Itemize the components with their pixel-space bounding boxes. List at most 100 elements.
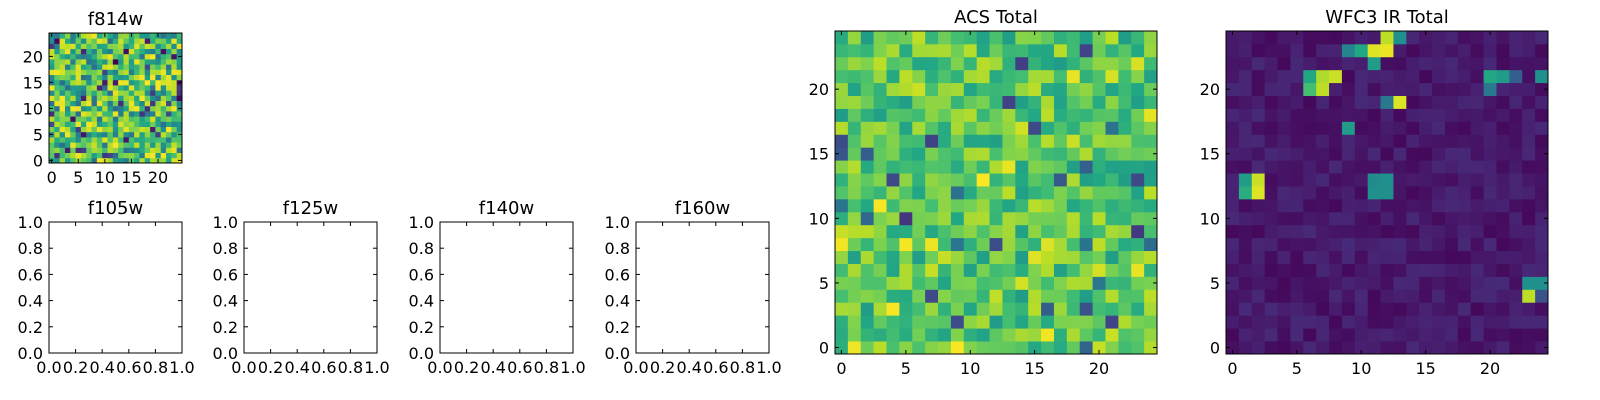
heatmap-cell — [847, 173, 862, 187]
heatmap-cell — [1380, 328, 1394, 342]
heatmap-cell — [75, 116, 82, 122]
heatmap-cell — [912, 289, 926, 303]
heatmap-cell — [976, 302, 990, 316]
heatmap-cell — [1002, 263, 1016, 277]
x-tick-label: 0 — [836, 359, 846, 378]
heatmap-cell — [1105, 237, 1119, 252]
heatmap-cell — [75, 105, 82, 112]
heatmap-cell — [1015, 56, 1029, 71]
heatmap-cell — [860, 224, 875, 239]
heatmap-cell — [1367, 147, 1381, 161]
heatmap-cell — [1251, 82, 1266, 96]
x-tick-label: 15 — [121, 168, 141, 187]
heatmap-cell — [134, 126, 140, 133]
heatmap-cell — [1264, 250, 1278, 264]
heatmap-cell — [976, 56, 990, 71]
heatmap-cell — [1041, 121, 1055, 135]
heatmap-cell — [1496, 134, 1510, 148]
heatmap-cell — [155, 74, 162, 81]
heatmap-cell — [1316, 198, 1330, 213]
heatmap-cell — [80, 137, 87, 143]
heatmap-cell — [925, 69, 939, 84]
heatmap-cell — [64, 157, 71, 164]
heatmap-cell — [59, 100, 66, 107]
heatmap-cell — [112, 59, 119, 65]
heatmap-cell — [950, 95, 965, 109]
heatmap-cell — [1226, 289, 1240, 303]
heatmap-cell — [1444, 276, 1459, 290]
panel-2: 0.0 0.2 0.4 0.6 0.8 1.00.00.20.40.60.81.0f105… — [18, 198, 195, 377]
heatmap-cell — [1354, 134, 1369, 148]
heatmap-cell — [96, 59, 103, 65]
y-tick-label: 5 — [1210, 274, 1220, 293]
y-tick-label: 0.6 — [605, 265, 630, 284]
heatmap-cell — [873, 250, 887, 264]
heatmap-cell — [1144, 276, 1158, 290]
heatmap-cell — [59, 105, 66, 112]
heatmap-cell — [1380, 198, 1394, 213]
heatmap-cell — [49, 111, 55, 117]
heatmap-cell — [1053, 108, 1068, 122]
heatmap-cell — [1329, 224, 1343, 239]
heatmap-cell — [75, 43, 82, 49]
heatmap-cell — [59, 111, 66, 117]
heatmap-cell — [1303, 134, 1317, 148]
heatmap-cell — [134, 121, 140, 127]
heatmap-cell — [123, 142, 130, 148]
y-tick-label: 15 — [23, 73, 43, 92]
heatmap-cell — [64, 95, 71, 101]
heatmap-cell — [976, 315, 990, 329]
heatmap-cell — [1131, 289, 1145, 303]
heatmap-cell — [134, 131, 140, 138]
heatmap-cell — [1079, 186, 1093, 200]
y-tick-label: 0.0 — [605, 344, 630, 363]
heatmap-cell — [1144, 198, 1158, 213]
heatmap-cell — [102, 64, 108, 70]
axes-frame — [834, 30, 1158, 355]
heatmap-cell — [1483, 276, 1497, 290]
heatmap-cell — [155, 147, 162, 153]
heatmap-cell — [150, 147, 156, 153]
heatmap-cell — [860, 237, 875, 252]
heatmap-cell — [1432, 328, 1446, 342]
heatmap-cell — [1522, 147, 1536, 161]
heatmap-cell — [1393, 95, 1407, 109]
heatmap-cell — [1066, 121, 1081, 135]
heatmap-cell — [1002, 224, 1016, 239]
heatmap-cell — [1041, 276, 1055, 290]
heatmap-cell — [925, 328, 939, 342]
heatmap-cell — [59, 157, 66, 164]
heatmap-cell — [96, 64, 103, 70]
x-tick-label: 5 — [1292, 359, 1302, 378]
heatmap-cell — [134, 69, 140, 75]
heatmap-cell — [1470, 56, 1484, 71]
heatmap-cell — [925, 224, 939, 239]
heatmap-cell — [925, 121, 939, 135]
heatmap-cell — [128, 142, 135, 148]
heatmap-cell — [102, 59, 108, 65]
heatmap-cell — [1367, 315, 1381, 329]
heatmap-cell — [1483, 315, 1497, 329]
heatmap-cell — [1341, 108, 1356, 122]
heatmap-cell — [59, 116, 66, 122]
heatmap-cell — [1226, 160, 1240, 174]
heatmap-cell — [86, 152, 92, 159]
heatmap-cell — [75, 131, 82, 138]
heatmap-cell — [128, 95, 135, 101]
heatmap-cell — [1053, 341, 1068, 355]
heatmap-cell — [1118, 31, 1132, 45]
heatmap-cell — [1367, 289, 1381, 303]
heatmap-cell — [912, 43, 926, 58]
heatmap-cell — [1002, 186, 1016, 200]
heatmap-cell — [123, 59, 130, 65]
heatmap-cell — [1496, 289, 1510, 303]
heatmap-cell — [171, 53, 178, 60]
heatmap-cell — [1105, 56, 1119, 71]
heatmap-cell — [963, 160, 978, 174]
heatmap-cell — [873, 276, 887, 290]
heatmap-cell — [1079, 198, 1093, 213]
heatmap-cell — [1028, 173, 1042, 187]
heatmap-cell — [107, 121, 114, 127]
heatmap-cell — [123, 126, 130, 133]
heatmap-cell — [1238, 95, 1253, 109]
